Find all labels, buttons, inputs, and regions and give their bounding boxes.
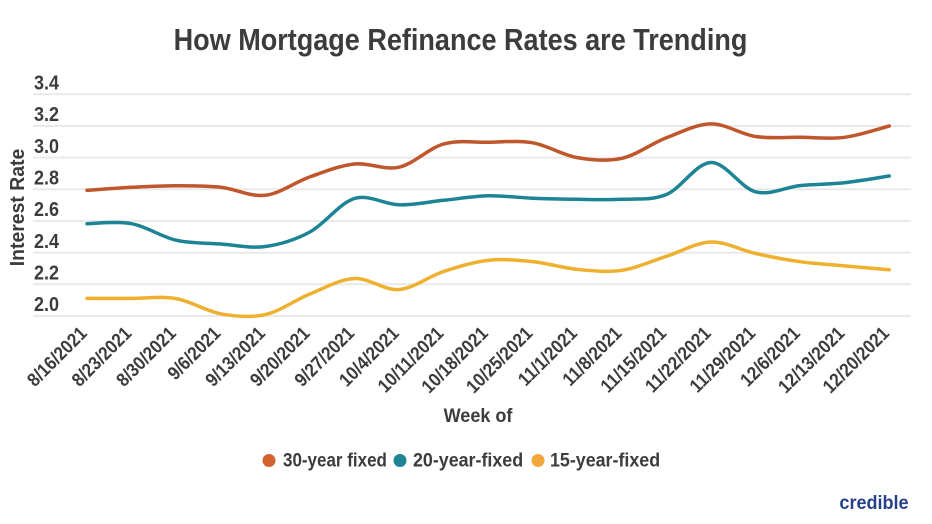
- svg-text:2.2: 2.2: [34, 263, 59, 285]
- svg-text:30-year fixed: 30-year fixed: [283, 450, 387, 471]
- svg-text:20-year-fixed: 20-year-fixed: [413, 449, 523, 471]
- svg-text:Week of: Week of: [444, 405, 514, 427]
- svg-text:credible: credible: [839, 492, 908, 514]
- svg-text:2.8: 2.8: [34, 168, 59, 190]
- svg-text:2.6: 2.6: [34, 199, 59, 221]
- svg-text:2.4: 2.4: [34, 231, 59, 253]
- svg-text:3.4: 3.4: [34, 73, 59, 95]
- svg-text:15-year-fixed: 15-year-fixed: [550, 449, 660, 471]
- svg-text:How Mortgage Refinance Rates a: How Mortgage Refinance Rates are Trendin…: [174, 23, 748, 57]
- svg-text:Interest Rate: Interest Rate: [7, 149, 29, 266]
- svg-text:3.2: 3.2: [34, 104, 59, 126]
- svg-text:3.0: 3.0: [34, 136, 59, 158]
- svg-text:2.0: 2.0: [34, 294, 59, 316]
